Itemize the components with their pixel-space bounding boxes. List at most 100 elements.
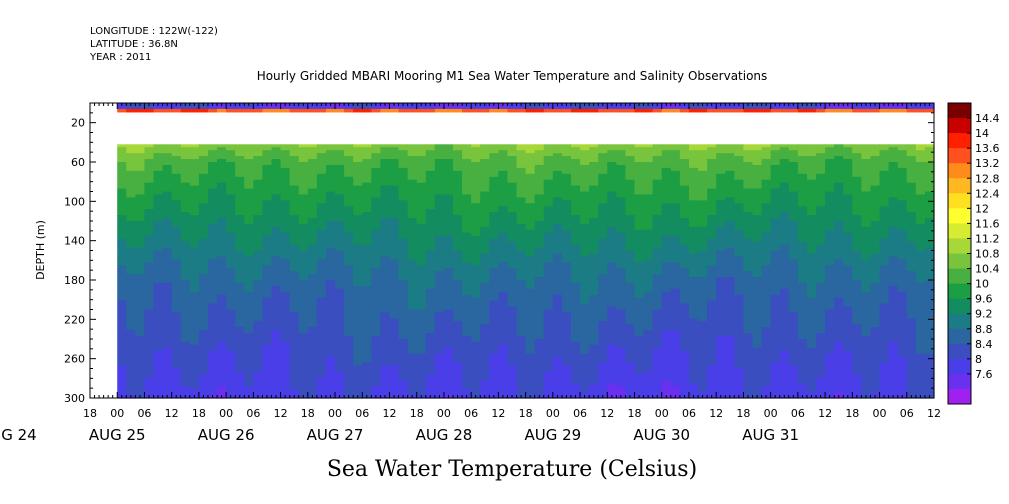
heatmap-cell: [298, 105, 309, 110]
heatmap-cell: [135, 327, 146, 331]
heatmap-cell: [389, 274, 400, 278]
heatmap-cell: [344, 359, 354, 364]
heatmap-cell: [371, 197, 382, 201]
heatmap-cell: [271, 256, 282, 260]
heatmap-cell: [398, 162, 409, 166]
heatmap-cell: [262, 315, 273, 319]
heatmap-cell: [207, 318, 218, 322]
heatmap-cell: [552, 194, 563, 198]
heatmap-cell: [416, 309, 427, 314]
heatmap-cell: [507, 386, 518, 390]
heatmap-cell: [380, 374, 391, 378]
heatmap-cell: [198, 336, 209, 340]
heatmap-cell: [443, 339, 454, 343]
heatmap-cell: [316, 203, 327, 207]
heatmap-cell: [416, 229, 427, 234]
heatmap-cell: [262, 179, 273, 184]
heatmap-cell: [325, 392, 336, 396]
heatmap-cell: [371, 389, 382, 393]
heatmap-cell: [135, 156, 146, 160]
heatmap-cell: [353, 285, 363, 290]
heatmap-cell: [325, 209, 336, 213]
heatmap-cell: [552, 365, 563, 370]
heatmap-cell: [380, 173, 391, 178]
heatmap-cell: [425, 212, 436, 216]
heatmap-cell: [316, 303, 327, 308]
heatmap-cell: [480, 315, 490, 319]
heatmap-cell: [226, 327, 236, 331]
heatmap-cell: [207, 164, 218, 169]
heatmap-cell: [153, 341, 164, 346]
heatmap-cell: [534, 173, 545, 178]
heatmap-cell: [298, 223, 309, 228]
heatmap-cell: [217, 221, 227, 225]
heatmap-cell: [425, 333, 436, 337]
heatmap-cell: [280, 303, 291, 308]
heatmap-cell: [398, 336, 409, 340]
heatmap-cell: [480, 356, 490, 361]
heatmap-cell: [416, 265, 427, 269]
heatmap-cell: [434, 144, 445, 148]
heatmap-cell: [471, 356, 481, 361]
heatmap-cell: [207, 274, 218, 278]
heatmap-cell: [126, 271, 136, 275]
heatmap-cell: [126, 226, 136, 231]
heatmap-cell: [434, 359, 445, 364]
heatmap-cell: [307, 218, 318, 222]
heatmap-cell: [398, 377, 409, 381]
heatmap-cell: [616, 238, 627, 243]
heatmap-cell: [335, 377, 345, 381]
heatmap-cell: [162, 253, 173, 257]
heatmap-cell: [561, 294, 572, 299]
heatmap-cell: [425, 344, 436, 349]
heatmap-cell: [371, 350, 382, 355]
heatmap-cell: [552, 333, 563, 337]
heatmap-cell: [407, 350, 418, 355]
heatmap-cell: [217, 374, 227, 378]
heatmap-cell: [607, 350, 617, 355]
heatmap-cell: [416, 203, 427, 207]
heatmap-cell: [534, 212, 545, 216]
heatmap-cell: [407, 291, 418, 296]
heatmap-cell: [507, 221, 518, 225]
heatmap-cell: [253, 241, 264, 246]
heatmap-cell: [198, 333, 209, 337]
heatmap-cell: [407, 383, 418, 387]
heatmap-cell: [489, 221, 499, 225]
heatmap-cell: [316, 147, 327, 151]
heatmap-cell: [117, 212, 127, 216]
heatmap-cell: [425, 108, 436, 113]
heatmap-cell: [325, 271, 336, 275]
heatmap-cell: [543, 179, 554, 184]
heatmap-cell: [525, 241, 536, 246]
heatmap-cell: [244, 229, 254, 234]
heatmap-cell: [462, 170, 472, 175]
heatmap-cell: [298, 341, 309, 346]
heatmap-cell: [425, 377, 436, 381]
heatmap-cell: [570, 200, 581, 204]
heatmap-cell: [616, 235, 627, 240]
heatmap-cell: [561, 383, 572, 387]
heatmap-cell: [471, 300, 481, 305]
heatmap-cell: [244, 164, 254, 169]
heatmap-cell: [407, 209, 418, 213]
heatmap-cell: [407, 232, 418, 237]
heatmap-cell: [534, 282, 545, 287]
heatmap-cell: [371, 282, 382, 287]
heatmap-cell: [616, 206, 627, 210]
heatmap-cell: [507, 321, 518, 325]
heatmap-cell: [135, 223, 146, 228]
heatmap-cell: [525, 274, 536, 278]
heatmap-cell: [180, 218, 191, 222]
heatmap-cell: [162, 241, 173, 246]
heatmap-cell: [262, 380, 273, 384]
heatmap-cell: [135, 226, 146, 231]
heatmap-cell: [153, 162, 164, 166]
heatmap-cell: [380, 321, 391, 325]
heatmap-cell: [416, 362, 427, 367]
heatmap-cell: [280, 150, 291, 154]
heatmap-cell: [344, 226, 354, 231]
heatmap-cell: [607, 280, 617, 284]
heatmap-cell: [271, 336, 282, 340]
heatmap-cell: [144, 344, 155, 349]
